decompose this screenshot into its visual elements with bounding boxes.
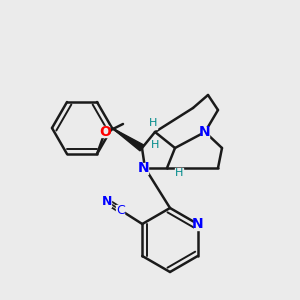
Bar: [103, 196, 111, 207]
Bar: [140, 163, 148, 173]
Bar: [101, 127, 109, 137]
Bar: [116, 205, 124, 215]
Text: H: H: [175, 168, 183, 178]
Text: N: N: [192, 217, 203, 231]
Bar: [194, 218, 202, 230]
Text: H: H: [149, 118, 157, 128]
Polygon shape: [112, 128, 144, 151]
Bar: [151, 140, 159, 151]
Bar: [175, 167, 183, 178]
Text: O: O: [99, 125, 111, 139]
Text: C: C: [116, 203, 125, 217]
Text: N: N: [102, 195, 112, 208]
Bar: [149, 118, 157, 128]
Text: H: H: [151, 140, 159, 150]
Text: N: N: [138, 161, 150, 175]
Text: N: N: [199, 125, 211, 139]
Bar: [201, 127, 209, 137]
